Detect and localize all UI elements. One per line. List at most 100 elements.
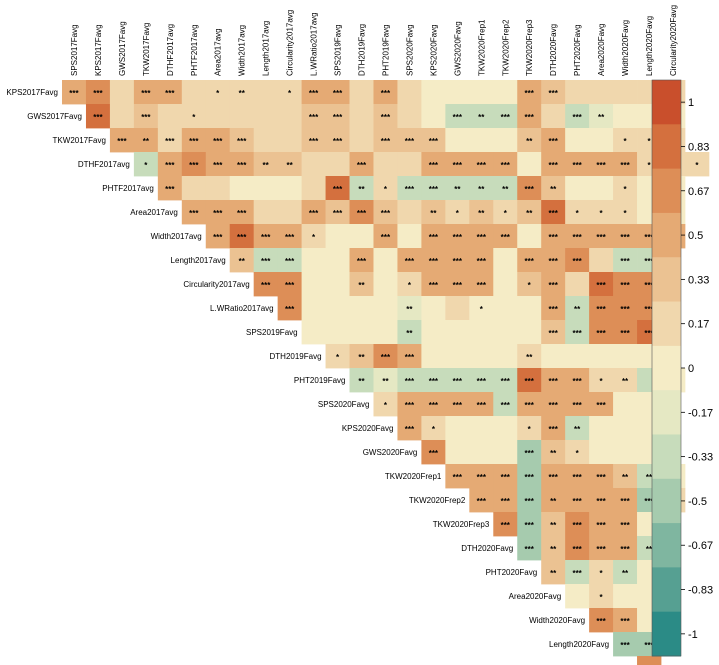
significance-label: ***: [620, 233, 630, 242]
significance-label: ***: [429, 233, 439, 242]
colorbar-segment: [652, 567, 681, 613]
colorbar-tick-label: 0.17: [688, 319, 709, 331]
significance-label: ***: [501, 113, 511, 122]
heatmap-cell: [565, 368, 590, 393]
significance-label: *: [288, 89, 292, 98]
colorbar-tick-label: -0.33: [688, 452, 713, 464]
heatmap-cell: [205, 176, 231, 201]
heatmap-cell: [349, 128, 374, 153]
row-label: L.WRatio2017avg: [210, 304, 274, 313]
row-label: GWS2017Favg: [27, 112, 82, 121]
significance-label: ***: [644, 497, 654, 506]
significance-label: ***: [501, 233, 511, 242]
heatmap-cell: [469, 152, 494, 177]
heatmap-cell: [541, 224, 566, 249]
heatmap-cell: [229, 152, 255, 177]
heatmap-cell: [373, 80, 398, 105]
heatmap-cell: [62, 80, 87, 105]
row-label: DTH2019Favg: [270, 352, 322, 361]
heatmap-cell: [589, 464, 614, 489]
significance-label: *: [432, 425, 436, 434]
heatmap-cell: [589, 560, 614, 585]
significance-label: *: [144, 161, 148, 170]
heatmap-cell: [421, 344, 446, 369]
heatmap-cell: [373, 248, 398, 273]
significance-label: ***: [405, 377, 415, 386]
significance-label: ***: [381, 137, 391, 146]
heatmap-cell: [445, 80, 470, 105]
heatmap-cell: [541, 440, 566, 465]
heatmap-cell: [613, 488, 638, 513]
heatmap-cell: [277, 128, 302, 153]
heatmap-cell: [493, 200, 518, 225]
column-label: KPS2017Favg: [94, 24, 103, 76]
heatmap-cell: [589, 584, 614, 609]
heatmap-cell: [565, 248, 590, 273]
heatmap-cell: [397, 416, 422, 441]
significance-label: ***: [525, 89, 535, 98]
significance-label: ***: [572, 329, 582, 338]
heatmap-cell: [157, 176, 183, 201]
heatmap-cell: [541, 176, 566, 201]
significance-label: ***: [549, 377, 559, 386]
heatmap-cell: [541, 152, 566, 177]
heatmap-cell: [205, 128, 231, 153]
significance-label: ***: [620, 617, 630, 626]
significance-label: ***: [501, 521, 511, 530]
heatmap-cell: [589, 200, 614, 225]
heatmap-cell: [181, 80, 207, 105]
heatmap-cell: [589, 272, 614, 297]
significance-label: ***: [549, 425, 559, 434]
significance-label: **: [358, 281, 365, 290]
colorbar-segment: [652, 257, 681, 303]
heatmap-cell: [541, 104, 566, 129]
row-labels: KPS2017Favg GWS2017Favg TKW2017Favg DTHF201…: [6, 88, 633, 665]
heatmap-cell: [469, 464, 494, 489]
heatmap-cell: [421, 224, 446, 249]
heatmap-cell: [445, 248, 470, 273]
heatmap-cell: [469, 392, 494, 417]
heatmap-cell: [301, 320, 326, 345]
significance-label: ***: [525, 113, 535, 122]
heatmap-cell: [349, 224, 374, 249]
heatmap-cell: [229, 248, 255, 273]
heatmap-cell: [445, 152, 470, 177]
significance-label: **: [550, 449, 557, 458]
significance-label: *: [384, 401, 388, 410]
colorbar: [651, 79, 682, 657]
heatmap-cell: [565, 440, 590, 465]
colorbar-segment: [652, 523, 681, 568]
heatmap-cell: [469, 104, 494, 129]
heatmap-cell: [445, 104, 470, 129]
heatmap-cell: [684, 152, 710, 177]
heatmap-cell: [157, 128, 183, 153]
heatmap-cell: [205, 200, 231, 225]
heatmap-cell: [469, 488, 494, 513]
heatmap-cell: [421, 248, 446, 273]
heatmap-cell: [421, 416, 446, 441]
heatmap-cell: [349, 272, 374, 297]
heatmap-cell: [613, 560, 638, 585]
significance-label: *: [480, 305, 484, 314]
significance-label: ***: [117, 137, 127, 146]
heatmap-cell: [589, 128, 614, 153]
heatmap-cell: [493, 296, 518, 321]
heatmap-cell: [613, 368, 638, 393]
column-label: Area2020Favg: [597, 24, 606, 76]
column-label: SPS2019Favg: [334, 24, 343, 76]
significance-label: **: [526, 353, 533, 362]
significance-label: **: [287, 161, 294, 170]
significance-label: ***: [549, 233, 559, 242]
significance-label: **: [358, 353, 365, 362]
row-label: SPS2019Favg: [246, 328, 298, 337]
significance-label: ***: [525, 497, 535, 506]
column-label: PHTF2017avg: [190, 24, 199, 76]
significance-label: ***: [596, 233, 606, 242]
significance-label: ***: [69, 89, 79, 98]
significance-label: ***: [596, 401, 606, 410]
significance-label: ***: [620, 281, 630, 290]
significance-label: ***: [525, 521, 535, 530]
heatmap-cell: [613, 344, 638, 369]
significance-label: ***: [501, 377, 511, 386]
heatmap-grid: [62, 80, 710, 665]
